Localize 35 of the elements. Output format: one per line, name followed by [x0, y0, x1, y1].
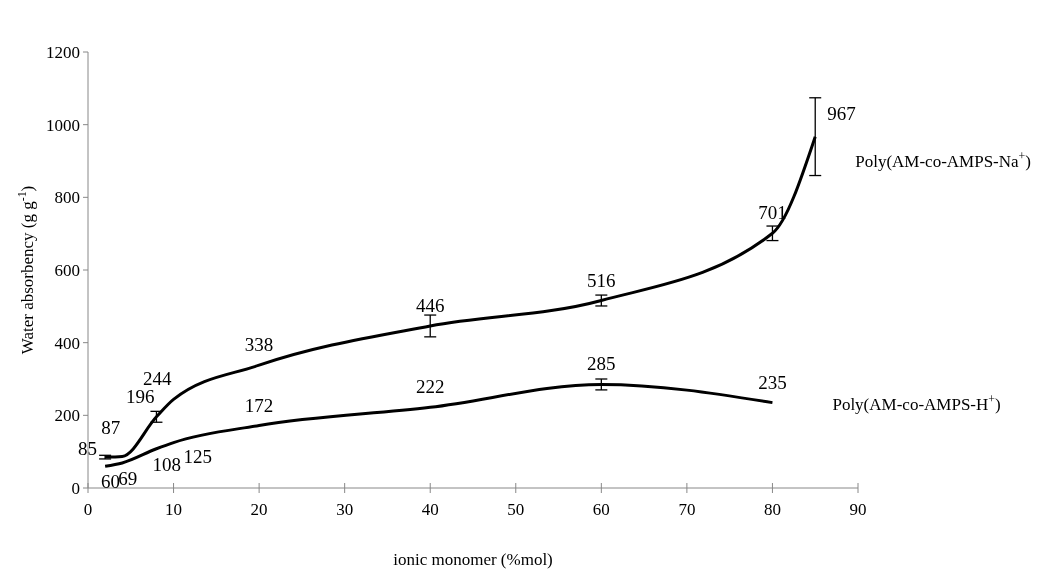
x-tick-label: 60: [592, 500, 610, 519]
data-label: 446: [415, 294, 445, 316]
y-tick-label: 400: [54, 333, 80, 353]
data-label: 701: [758, 202, 787, 224]
data-label: 516: [587, 269, 616, 291]
data-label: 222: [415, 376, 445, 398]
data-label: 967: [827, 102, 856, 124]
y-tick-label: 1200: [46, 42, 80, 62]
x-axis-title: ionic monomer (%mol): [393, 550, 553, 569]
x-tick-label: 40: [421, 500, 439, 519]
data-label: 285: [587, 353, 616, 375]
x-tick-label: 30: [336, 500, 354, 519]
x-tick-label: 80: [763, 500, 781, 519]
data-label: 69: [118, 467, 138, 489]
data-label: 60: [101, 471, 121, 493]
data-label: 338: [244, 334, 274, 356]
y-tick-label: 600: [54, 260, 80, 280]
data-label: 108: [152, 453, 181, 475]
text: Poly(AM-co-AMPS-H$^{+}$): [832, 391, 1001, 414]
data-label: 235: [758, 371, 787, 393]
y-tick-label: 200: [54, 406, 80, 426]
x-tick-label: 20: [250, 500, 268, 519]
x-tick-label: 70: [678, 500, 696, 519]
x-tick-label: 0: [83, 500, 93, 519]
x-tick-label: 50: [507, 500, 525, 519]
text: Poly(AM-co-AMPS-Na$^{+}$): [855, 148, 1031, 171]
data-label: 125: [183, 445, 213, 467]
y-tick-label: 1000: [46, 115, 80, 135]
y-tick-label: 800: [54, 188, 80, 208]
x-tick-label: 90: [849, 500, 867, 519]
data-label: 87: [101, 417, 121, 439]
data-label: 172: [244, 394, 274, 416]
y-tick-label: 0: [71, 478, 80, 498]
data-label: 85: [78, 438, 98, 460]
x-tick-label: 10: [165, 500, 183, 519]
